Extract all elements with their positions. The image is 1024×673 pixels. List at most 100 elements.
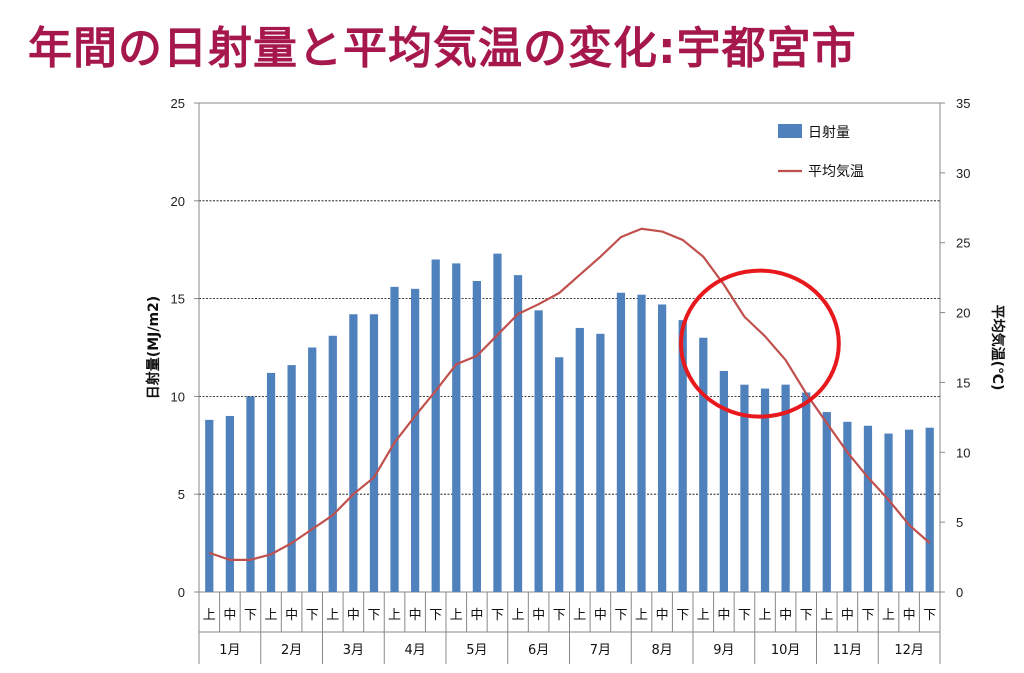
category-label: 中	[470, 608, 483, 623]
bar	[328, 335, 337, 592]
bar	[472, 281, 481, 592]
category-label: 中	[532, 608, 545, 623]
category-label: 下	[861, 608, 874, 623]
category-label: 中	[656, 608, 669, 623]
bar	[596, 333, 605, 592]
category-label: 上	[388, 608, 401, 623]
category-label: 上	[203, 608, 216, 623]
category-label: 上	[882, 608, 895, 623]
bar	[513, 275, 523, 592]
bar	[266, 372, 276, 592]
category-label: 上	[265, 608, 278, 623]
category-label: 下	[800, 608, 813, 623]
bar	[699, 337, 708, 592]
category-label: 中	[779, 608, 792, 623]
category-label: 下	[306, 608, 319, 623]
category-label: 下	[244, 608, 257, 623]
category-label: 中	[347, 608, 360, 623]
bar	[884, 433, 893, 592]
month-label: 11月	[833, 643, 863, 658]
month-label: 8月	[651, 643, 672, 658]
category-label: 下	[676, 608, 689, 623]
bar	[616, 292, 626, 592]
month-label: 12月	[894, 643, 924, 658]
y-tick-label: 25	[171, 96, 185, 111]
y-tick-label: 20	[171, 194, 185, 209]
category-label: 上	[635, 608, 648, 623]
bar	[802, 392, 811, 592]
y2-tick-label: 10	[956, 445, 970, 460]
category-label: 上	[573, 608, 586, 623]
category-label: 上	[450, 608, 463, 623]
y-tick-label: 0	[178, 585, 185, 600]
bar	[863, 425, 873, 592]
y-tick-label: 15	[171, 292, 185, 307]
bar	[719, 370, 728, 592]
month-label: 4月	[404, 643, 425, 658]
y2-tick-label: 30	[956, 166, 970, 181]
month-label: 1月	[219, 643, 240, 658]
y-tick-label: 10	[171, 389, 185, 404]
bar	[369, 314, 379, 592]
bar	[205, 419, 214, 592]
category-label: 上	[820, 608, 833, 623]
category-label: 下	[491, 608, 504, 623]
bar	[637, 294, 646, 592]
category-label: 中	[903, 608, 916, 623]
category-label: 下	[738, 608, 751, 623]
bar	[658, 304, 667, 592]
category-label: 上	[697, 608, 710, 623]
month-label: 2月	[281, 643, 302, 658]
month-label: 10月	[771, 643, 801, 658]
temperature-line	[208, 227, 931, 561]
legend-line-label: 平均気温	[808, 164, 864, 180]
bar	[534, 310, 543, 592]
month-label: 3月	[343, 643, 364, 658]
category-label: 中	[223, 608, 236, 623]
page-title: 年間の日射量と平均気温の変化:宇都宮市	[28, 23, 857, 74]
bar	[411, 288, 420, 592]
bar	[246, 396, 255, 592]
category-label: 下	[923, 608, 936, 623]
bar	[493, 253, 502, 593]
bar	[390, 286, 399, 592]
bar	[575, 327, 584, 592]
bar	[431, 259, 440, 592]
month-label: 9月	[713, 643, 734, 658]
bar	[452, 263, 461, 592]
category-label: 下	[614, 608, 627, 623]
category-label: 上	[759, 608, 772, 623]
bar	[905, 429, 914, 592]
y-tick-label: 5	[178, 487, 185, 502]
bar	[740, 384, 749, 592]
category-label: 中	[717, 608, 730, 623]
category-label: 上	[326, 608, 339, 623]
y-axis-title: 日射量(MJ/m2)	[145, 296, 162, 399]
bar	[822, 412, 831, 592]
bar	[555, 357, 564, 592]
category-label: 中	[409, 608, 422, 623]
category-label: 下	[429, 608, 442, 623]
category-label: 中	[285, 608, 298, 623]
y2-tick-label: 0	[956, 585, 963, 600]
category-label: 中	[594, 608, 607, 623]
y2-tick-label: 15	[956, 375, 970, 390]
y2-tick-label: 35	[956, 96, 970, 111]
annotation-ellipse	[679, 268, 841, 419]
bar	[678, 320, 687, 592]
bar	[287, 365, 296, 592]
y2-axis-title: 平均気温(℃)	[989, 305, 1006, 391]
bar	[225, 415, 234, 592]
category-label: 上	[512, 608, 525, 623]
y2-tick-label: 5	[956, 515, 963, 530]
month-label: 6月	[528, 643, 549, 658]
bar	[781, 384, 790, 592]
category-label: 下	[367, 608, 380, 623]
category-label: 中	[841, 608, 854, 623]
bar	[349, 314, 358, 592]
y2-tick-label: 20	[956, 306, 970, 321]
bar	[760, 388, 770, 592]
y2-tick-label: 25	[956, 236, 970, 251]
legend-bar-label: 日射量	[808, 125, 850, 141]
